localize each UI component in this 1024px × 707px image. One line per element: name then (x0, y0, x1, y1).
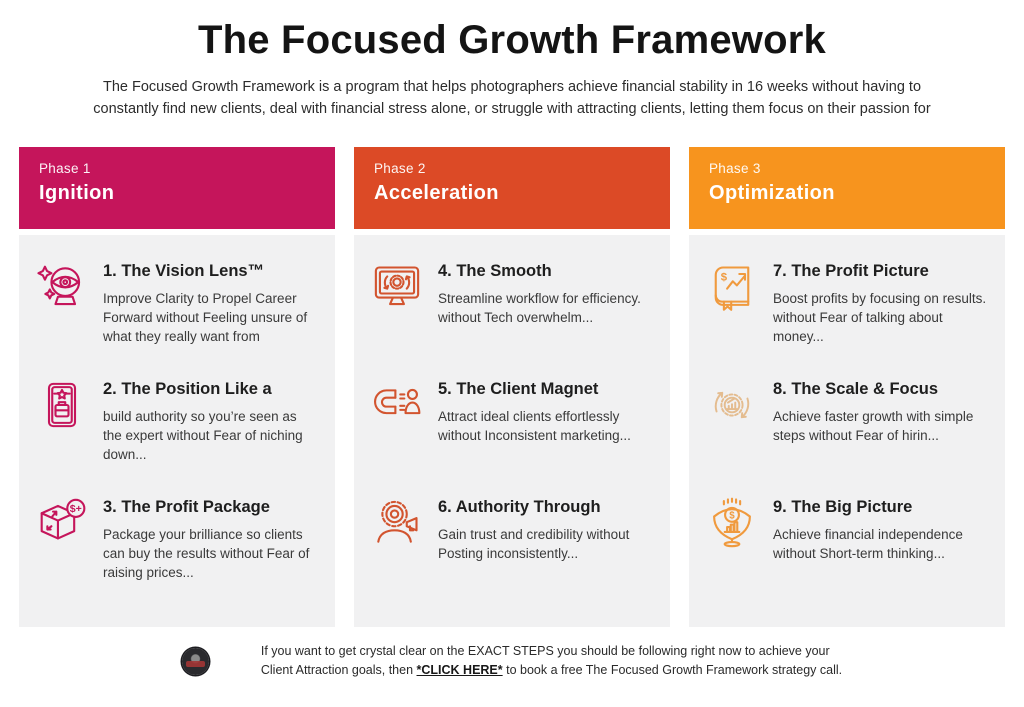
footer-line-1: If you want to get crystal clear on the … (260, 644, 830, 658)
phase-2-name: Acceleration (374, 182, 499, 204)
click-here-link[interactable]: *CLICK HERE* (416, 663, 503, 677)
item-title: 7. The Profit Picture (773, 262, 929, 280)
list-item: 1. The Vision Lens™ Improve Clarity to P… (33, 259, 321, 377)
phase-3-name: Optimization (709, 182, 835, 204)
list-item: $ 9. The Big Picture Achieve financi (703, 495, 991, 613)
eye-dollar-shield-icon: $ (703, 495, 761, 613)
page-subtitle: The Focused Growth Framework is a progra… (0, 76, 1024, 120)
item-title: 3. The Profit Package (103, 498, 270, 516)
item-description: Achieve financial independence without S… (773, 527, 963, 561)
crystal-ball-eye-icon (33, 259, 91, 377)
list-item: 5. The Client Magnet Attract ideal clien… (368, 377, 656, 495)
item-title: 5. The Client Magnet (438, 380, 599, 398)
book-growth-chart-icon: $ (703, 259, 761, 377)
phase-1-name: Ignition (39, 182, 115, 204)
phase-3-label: Phase 3 (709, 161, 761, 176)
item-description: Streamline workflow for efficiency. with… (438, 291, 641, 325)
footer-cta: If you want to get crystal clear on the … (0, 642, 1024, 680)
svg-text:$+: $+ (70, 503, 82, 515)
page-title: The Focused Growth Framework (198, 18, 826, 62)
svg-text:$: $ (721, 272, 728, 284)
gear-head-megaphone-icon (368, 495, 426, 613)
item-description: Gain trust and credibility without Posti… (438, 527, 630, 561)
gear-cycle-chart-icon (703, 377, 761, 495)
list-item: 4. The Smooth Streamline workflow for ef… (368, 259, 656, 377)
subtitle-line-2: constantly find new clients, deal with f… (93, 101, 931, 117)
item-description: build authority so you’re seen as the ex… (103, 409, 303, 462)
item-title: 2. The Position Like a (103, 380, 272, 398)
badge-briefcase-icon (33, 377, 91, 495)
phase-2-column: Phase 2 Acceleration (354, 147, 670, 627)
list-item: 2. The Position Like a build authority s… (33, 377, 321, 495)
footer-line-2-after: to book a free The Focused Growth Framew… (502, 663, 843, 677)
footer-line-2-before: Client Attraction goals, then (260, 663, 417, 677)
footer-text: If you want to get crystal clear on the … (261, 642, 842, 680)
item-title: 9. The Big Picture (773, 498, 913, 516)
item-description: Package your brilliance so clients can b… (103, 527, 310, 580)
item-title: 1. The Vision Lens™ (103, 262, 265, 280)
magnet-person-icon (368, 377, 426, 495)
item-title: 6. Authority Through (438, 498, 601, 516)
item-title: 4. The Smooth (438, 262, 552, 280)
cube-dollar-icon: $+ (33, 495, 91, 613)
phase-3-column: Phase 3 Optimization $ (689, 147, 1005, 627)
list-item: $+ 3. The Profit Package Package your br… (33, 495, 321, 613)
subtitle-line-1: The Focused Growth Framework is a progra… (102, 79, 922, 95)
phase-2-label: Phase 2 (374, 161, 426, 176)
list-item: 8. The Scale & Focus Achieve faster grow… (703, 377, 991, 495)
list-item: 6. Authority Through Gain trust and cred… (368, 495, 656, 613)
item-description: Achieve faster growth with simple steps … (773, 409, 974, 443)
monitor-gear-icon (368, 259, 426, 377)
footer-line-2: Client Attraction goals, then *CLICK HER… (261, 661, 842, 680)
phase-1-header: Phase 1 Ignition (19, 147, 335, 229)
phase-1-card: 1. The Vision Lens™ Improve Clarity to P… (19, 235, 335, 627)
phase-3-card: $ 7. The Profit Picture Boost profits by… (689, 235, 1005, 627)
phase-2-card: 4. The Smooth Streamline workflow for ef… (354, 235, 670, 627)
phase-1-column: Phase 1 Ignition (19, 147, 335, 627)
item-description: Boost profits by focusing on results. wi… (773, 291, 987, 344)
brand-logo (181, 647, 209, 675)
list-item: $ 7. The Profit Picture Boost profits by… (703, 259, 991, 377)
phase-1-label: Phase 1 (39, 161, 91, 176)
phase-columns: Phase 1 Ignition (19, 147, 1005, 627)
item-description: Attract ideal clients effortlessly witho… (438, 409, 631, 443)
phase-3-header: Phase 3 Optimization (689, 147, 1005, 229)
svg-text:$: $ (729, 511, 735, 522)
item-title: 8. The Scale & Focus (773, 380, 939, 398)
item-description: Improve Clarity to Propel Career Forward… (103, 291, 308, 344)
phase-2-header: Phase 2 Acceleration (354, 147, 670, 229)
